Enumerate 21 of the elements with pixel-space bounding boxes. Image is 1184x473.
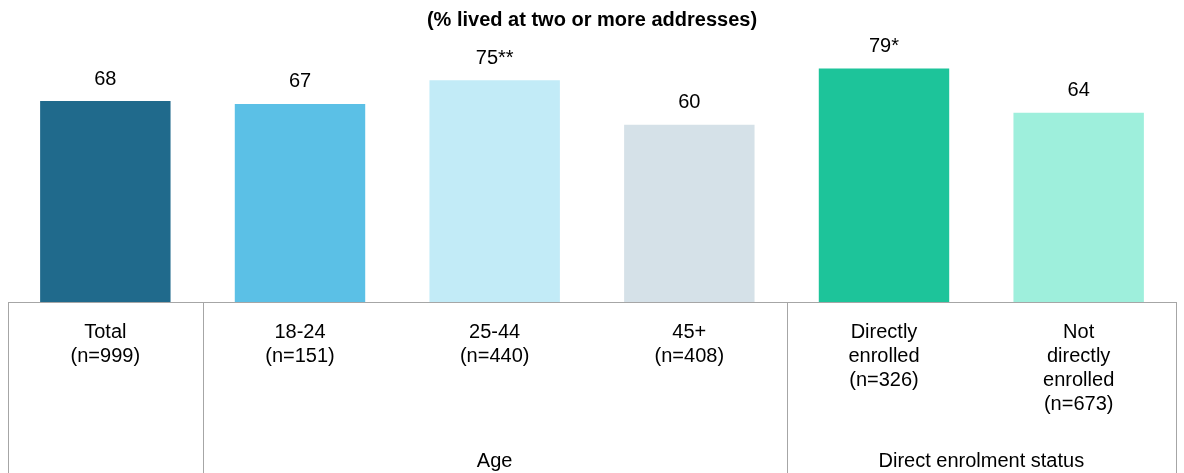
x-tick-label: 45+ (n=408) <box>654 319 725 366</box>
chart-title: (% lived at two or more addresses) <box>426 7 758 30</box>
bar <box>818 68 950 302</box>
x-tick-label: 18-24 (n=151) <box>265 319 335 366</box>
data-label: 75** <box>475 45 514 68</box>
x-tick-label: Total (n=999) <box>70 319 141 366</box>
x-tick-label: Directly enrolled (n=326) <box>848 319 920 390</box>
text: Age <box>476 449 513 471</box>
bar <box>40 101 171 302</box>
bar <box>429 80 560 302</box>
data-label: 67 <box>288 69 312 92</box>
bar <box>234 103 366 302</box>
x-tick-label: Not directly enrolled (n=673) <box>1043 319 1115 414</box>
data-label: 64 <box>1067 78 1090 101</box>
bar <box>1013 112 1144 302</box>
data-label: 60 <box>678 90 701 113</box>
x-tick-label: 25-44 (n=440) <box>459 319 530 366</box>
bar <box>624 124 755 302</box>
data-label: 68 <box>94 66 117 89</box>
data-label: 79* <box>868 34 900 57</box>
text: Direct enrolment status <box>878 449 1085 471</box>
